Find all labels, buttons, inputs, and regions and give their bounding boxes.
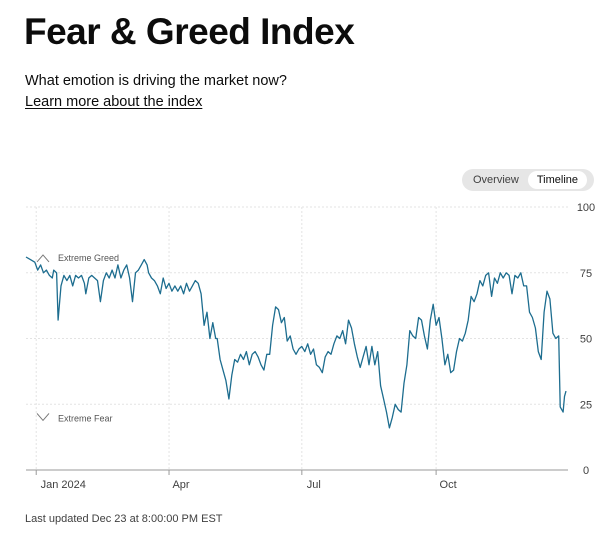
x-tick-label: Jan 2024	[41, 479, 86, 491]
axis-layer: 0 25 50 75 100 Jan 2024 Apr Jul Oct	[26, 202, 595, 491]
y-tick-label: 25	[580, 399, 592, 411]
fear-greed-series-line	[25, 256, 567, 429]
x-tick-label: Apr	[172, 479, 189, 491]
learn-more-link[interactable]: Learn more about the index	[25, 94, 203, 110]
fear-greed-chart: Extreme Greed Extreme Fear 0 25 50 75 100 Jan …	[25, 202, 595, 491]
line-layer	[25, 256, 567, 429]
zone-layer: Extreme Greed Extreme Fear	[36, 253, 119, 423]
chevron-down-icon	[36, 413, 50, 422]
overview-tab[interactable]: Overview	[473, 174, 519, 186]
page-title: Fear & Greed Index	[24, 11, 355, 52]
grid-layer	[26, 206, 568, 470]
page-subtitle: What emotion is driving the market now?	[25, 73, 287, 89]
x-tick-label: Jul	[307, 479, 321, 491]
extreme-fear-label: Extreme Fear	[58, 413, 113, 423]
extreme-greed-label: Extreme Greed	[58, 253, 119, 263]
y-tick-label: 100	[577, 202, 595, 214]
y-tick-label: 50	[580, 334, 592, 346]
chevron-up-icon	[36, 254, 50, 263]
timeline-tab[interactable]: Timeline	[527, 171, 588, 189]
view-toggle: Overview Timeline	[462, 169, 594, 191]
y-tick-label: 75	[580, 268, 592, 280]
y-tick-label: 0	[583, 465, 589, 477]
x-tick-label: Oct	[440, 479, 457, 491]
last-updated-text: Last updated Dec 23 at 8:00:00 PM EST	[25, 513, 223, 525]
